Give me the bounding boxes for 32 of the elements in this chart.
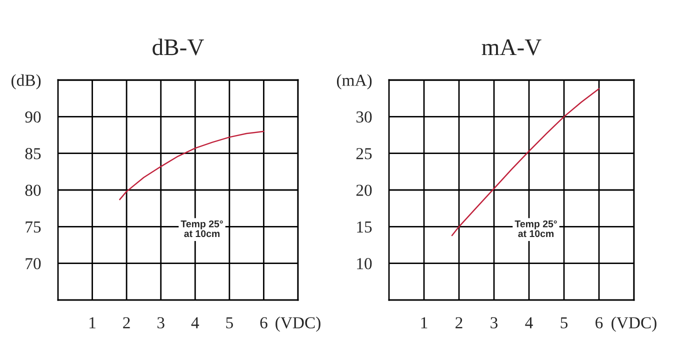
x-tick-label: 2 xyxy=(123,317,130,328)
annotation: Temp 25° at 10cm xyxy=(180,220,223,238)
x-tick-label: 6 xyxy=(260,317,268,328)
x-tick-label: 4 xyxy=(191,317,200,328)
x-tick-label: 4 xyxy=(525,317,533,328)
annotation: Temp 25° at 10cm xyxy=(514,220,557,238)
line-series xyxy=(451,88,600,236)
x-tick-label: 5 xyxy=(560,317,568,328)
line-series xyxy=(119,130,264,200)
x-tick-label: (VDC) xyxy=(276,316,320,332)
y-tick-label: (dB) xyxy=(12,74,41,90)
x-tick-label: 1 xyxy=(90,317,96,328)
y-tick-label: (mA) xyxy=(336,74,372,90)
y-tick-label: 75 xyxy=(26,222,41,233)
x-tick-label: (VDC) xyxy=(612,316,656,332)
y-tick-label: 15 xyxy=(357,221,372,233)
x-tick-label: 3 xyxy=(490,317,498,328)
y-tick-label: 30 xyxy=(356,111,372,123)
y-tick-label: 10 xyxy=(357,258,372,270)
x-tick-label: 6 xyxy=(596,317,603,328)
x-tick-label: 3 xyxy=(157,317,164,328)
x-tick-label: 1 xyxy=(421,317,428,328)
y-tick-label: 70 xyxy=(26,258,41,270)
chart-title: dB-V xyxy=(152,38,204,56)
x-tick-label: 5 xyxy=(226,317,233,328)
y-tick-label: 25 xyxy=(356,148,372,160)
y-tick-label: 80 xyxy=(25,184,41,196)
x-tick-label: 2 xyxy=(456,317,462,328)
chart-title: mA-V xyxy=(482,39,542,56)
y-tick-label: 20 xyxy=(356,184,372,196)
y-tick-label: 85 xyxy=(25,148,41,160)
y-tick-label: 90 xyxy=(25,111,41,123)
